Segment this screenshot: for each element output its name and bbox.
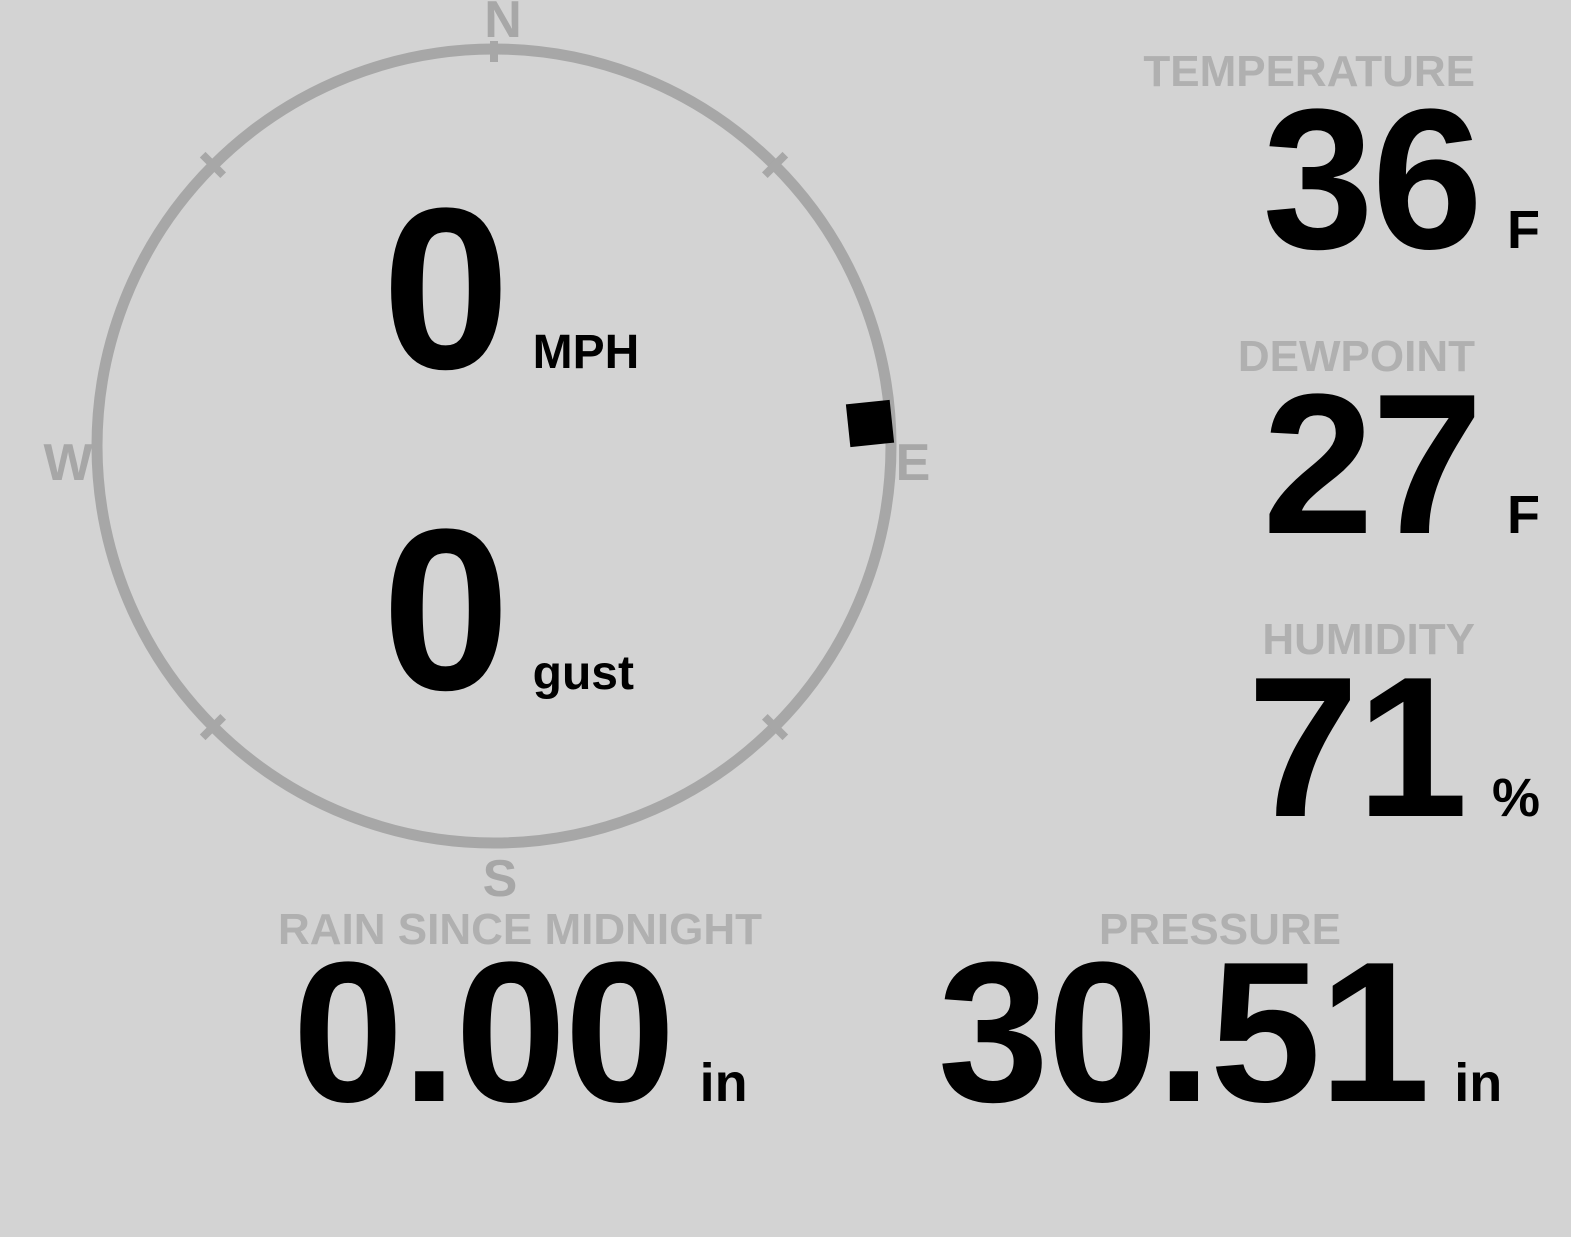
temperature-unit: F [1507,200,1540,260]
humidity-unit: % [1491,768,1540,828]
wind-gust-readout: 0 gust [382,495,634,725]
wind-gust-value: 0 [382,481,510,738]
pressure-readout: PRESSURE 30.51 in [900,908,1540,1133]
compass-label-north: N [484,0,522,49]
rain-label: RAIN SINCE MIDNIGHT [278,905,762,954]
pressure-unit: in [1454,1053,1503,1113]
wind-gust-unit: gust [532,647,634,700]
dewpoint-value: 27 [1262,353,1483,576]
rain-unit: in [699,1053,748,1113]
wind-speed-readout: 0 MPH [382,174,639,404]
dewpoint-readout: DEWPOINT 27 F [1238,335,1540,565]
dewpoint-unit: F [1507,485,1540,545]
humidity-value: 71 [1247,636,1468,859]
temperature-label: TEMPERATURE [1143,47,1475,96]
temperature-readout: TEMPERATURE 36 F [1143,50,1540,280]
compass-label-west: W [43,434,93,492]
compass-tick-ne [761,151,789,179]
pressure-label: PRESSURE [1098,905,1342,954]
wind-direction-marker-icon [845,399,895,448]
compass-label-east: E [895,434,931,492]
compass-ticks [199,41,789,741]
humidity-label: HUMIDITY [1262,615,1475,664]
humidity-readout: HUMIDITY 71 % [1248,618,1540,848]
compass-tick-nw [199,151,227,179]
dewpoint-label: DEWPOINT [1237,332,1475,381]
compass-tick-se [761,713,789,741]
rain-value: 0.00 [292,921,675,1144]
wind-speed-unit: MPH [532,326,640,379]
rain-readout: RAIN SINCE MIDNIGHT 0.00 in [230,908,810,1133]
temperature-value: 36 [1262,68,1483,291]
wind-speed-value: 0 [382,160,510,417]
compass-tick-sw [199,713,227,741]
pressure-value: 30.51 [937,921,1430,1144]
compass-label-south: S [482,850,518,908]
